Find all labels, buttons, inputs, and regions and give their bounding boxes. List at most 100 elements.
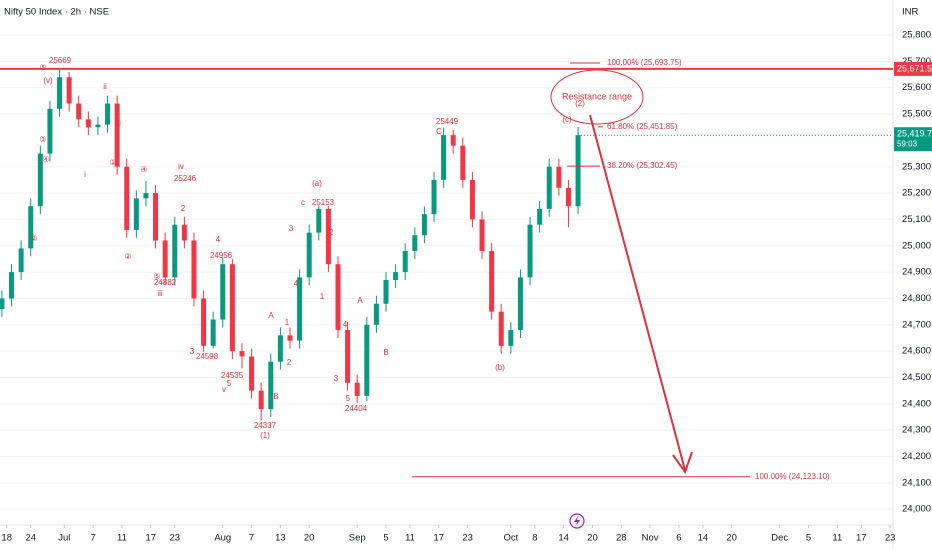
candle-body: [220, 264, 226, 320]
candle-body: [210, 319, 216, 346]
candle-body: [306, 232, 312, 278]
x-tick-label: 14: [698, 533, 709, 544]
candle-body: [201, 298, 207, 346]
wave-label: 24337: [254, 421, 277, 430]
x-tick-label: 5: [806, 533, 811, 544]
candle-body: [28, 206, 34, 249]
candle-body: [181, 224, 187, 241]
x-tick-label: 20: [304, 533, 315, 544]
wave-label: ⑤: [39, 63, 46, 72]
candle-body: [335, 264, 341, 331]
callout-text: Resistance range: [562, 91, 632, 101]
arrow-head: [672, 451, 693, 475]
wave-label: ④: [42, 155, 49, 164]
fib-label: 100.00% (25,693.75): [607, 58, 682, 67]
x-tick-label: 23: [462, 533, 473, 544]
last-price-box: [894, 127, 932, 152]
x-tick-label: 24: [25, 533, 36, 544]
candle-body: [489, 251, 495, 312]
wave-label: 2: [329, 228, 334, 237]
x-tick-label: Jul: [58, 533, 70, 544]
y-tick-label: 25,000.00: [902, 240, 932, 251]
x-tick-label: Aug: [214, 533, 231, 544]
candle-body: [393, 272, 399, 281]
countdown: 59:03: [897, 139, 918, 148]
candle-body: [431, 179, 437, 215]
candle-body: [133, 198, 139, 230]
candle-body: [9, 272, 15, 299]
candle-body: [76, 103, 82, 120]
y-tick-label: 25,100.00: [902, 214, 932, 225]
wave-label: 1: [320, 292, 325, 301]
candle-body: [450, 135, 456, 146]
candle-body: [297, 277, 303, 341]
wave-label: 24882: [154, 278, 177, 287]
candle-body: [316, 208, 322, 233]
wave-label: (a): [312, 179, 322, 188]
candle-body: [556, 166, 562, 188]
fib-label: 100.00% (24,123.10): [755, 472, 830, 481]
y-tick-label: 24,500.00: [902, 372, 932, 383]
candle-body: [114, 103, 120, 167]
candle-body: [191, 240, 197, 299]
candle-body: [18, 248, 24, 273]
wave-label: iv: [178, 162, 184, 171]
x-tick-label: 8: [532, 533, 537, 544]
event-icon[interactable]: [569, 513, 585, 529]
plot-area: [0, 34, 893, 510]
y-tick-label: 25,200.00: [902, 188, 932, 199]
candle-body: [345, 330, 351, 383]
wave-label: 1: [285, 318, 290, 327]
wave-label: A: [357, 296, 363, 305]
candle-body: [277, 335, 283, 362]
x-tick-label: 17: [145, 533, 156, 544]
x-tick-label: 23: [169, 533, 180, 544]
last-price-label: 25,419.75: [897, 129, 932, 139]
candle-body: [546, 166, 552, 209]
candle-body: [172, 224, 178, 278]
wave-label: ii: [103, 82, 107, 91]
y-tick-label: 24,700.00: [902, 319, 932, 330]
x-tick-label: Dec: [771, 533, 788, 544]
wave-label: B: [383, 348, 388, 357]
event-icon-bolt: [574, 516, 580, 526]
y-tick-label: 24,000.00: [902, 504, 932, 515]
wave-label: 24598: [196, 352, 219, 361]
x-tick-label: 23: [885, 533, 896, 544]
wave-label: (1): [260, 431, 270, 440]
wave-label: ③: [114, 119, 121, 128]
y-tick-label: 24,800.00: [902, 293, 932, 304]
candle-body: [258, 390, 264, 410]
wave-label: A: [268, 311, 274, 320]
y-tick-label: 25,600.00: [902, 82, 932, 93]
wave-label: B: [273, 392, 278, 401]
candle-body: [508, 330, 514, 346]
candle-body: [124, 166, 130, 230]
candle-body: [517, 277, 523, 331]
candle-body: [412, 235, 418, 252]
wave-label: 24535: [221, 371, 244, 380]
candle-body: [287, 335, 293, 341]
x-tick-label: Oct: [503, 533, 518, 544]
candle-body: [57, 77, 63, 109]
candle-body: [325, 208, 331, 265]
wave-label: i: [84, 170, 86, 179]
wave-label: iii: [157, 289, 163, 298]
y-tick-label: 24,600.00: [902, 346, 932, 357]
x-tick-label: 13: [275, 533, 286, 544]
y-tick-label: 24,200.00: [902, 451, 932, 462]
candle-body: [469, 179, 475, 220]
wave-label: 4: [343, 320, 348, 329]
wave-label: 25449: [436, 117, 459, 126]
x-tick-label: 7: [249, 533, 254, 544]
y-tick-label: 24,300.00: [902, 425, 932, 436]
wave-label: ②: [30, 234, 37, 243]
wave-label: c: [301, 198, 305, 207]
wave-label: 25669: [49, 56, 72, 65]
candle-body: [47, 108, 53, 154]
x-tick-label: 6: [676, 533, 681, 544]
wave-label: 3: [190, 347, 195, 356]
fib-label: 61.80% (25,451.85): [607, 122, 678, 131]
candle-body: [105, 103, 111, 125]
